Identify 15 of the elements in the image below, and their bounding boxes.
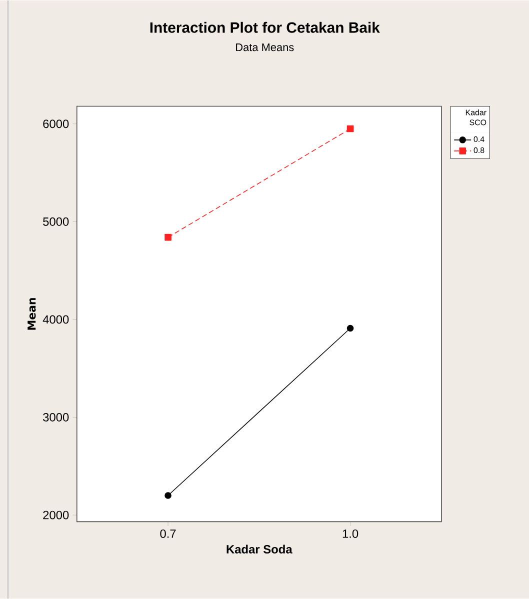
- y-tick-label: 3000: [42, 413, 69, 422]
- point: [346, 324, 354, 332]
- chart-title: Interaction Plot for Cetakan Baik: [150, 22, 380, 33]
- x-tick-label: 0.7: [160, 529, 176, 538]
- y-tick-label: 2000: [43, 510, 69, 520]
- x-tick-label: 1.0: [342, 529, 358, 538]
- y-tick-label: 5000: [42, 217, 69, 226]
- y-tick-label: 4000: [42, 315, 69, 324]
- point: [164, 234, 172, 241]
- y-axis-title: Mean: [27, 298, 36, 330]
- point: [164, 492, 172, 499]
- x-axis-title: Kadar Soda: [226, 544, 292, 554]
- chart-subtitle: Data Means: [236, 44, 294, 52]
- y-tick-label: 6000: [43, 120, 69, 128]
- point: [346, 125, 354, 132]
